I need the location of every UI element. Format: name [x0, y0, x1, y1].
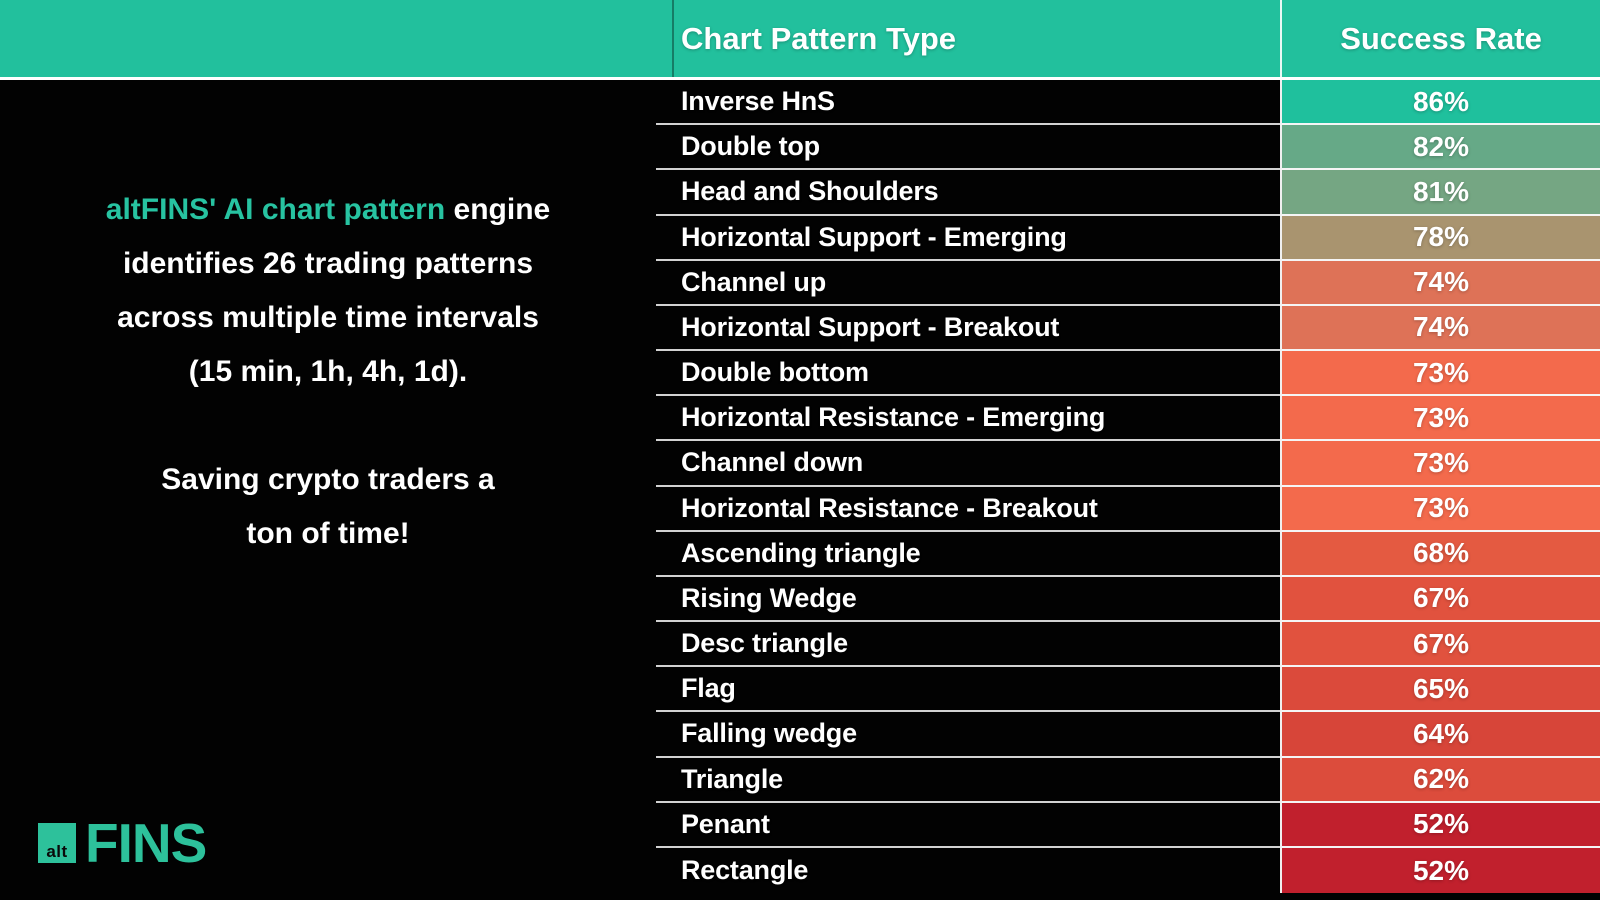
- table-header: Chart Pattern Type Success Rate: [0, 0, 1600, 80]
- intro-accent-text: altFINS' AI chart pattern: [105, 193, 446, 226]
- pattern-name-cell: Horizontal Support - Breakout: [656, 305, 1280, 352]
- intro-line-3: across multiple time intervals: [117, 301, 539, 334]
- success-rate-cell: 86%: [1280, 80, 1600, 126]
- pattern-name-cell: Inverse HnS: [656, 80, 1280, 126]
- pattern-name-cell: Flag: [656, 667, 1280, 713]
- pattern-name-cell: Double top: [656, 125, 1280, 171]
- intro-line-1: altFINS' AI chart pattern engine: [0, 183, 656, 237]
- pattern-name-cell: Rectangle: [656, 847, 1280, 894]
- success-rate-cell: 73%: [1280, 441, 1600, 487]
- table-row: Horizontal Resistance - Emerging 73%: [656, 396, 1600, 442]
- column-header-success-rate: Success Rate: [1340, 20, 1542, 56]
- intro-paragraph: altFINS' AI chart pattern engine identif…: [0, 183, 656, 399]
- pattern-name-cell: Double bottom: [656, 351, 1280, 397]
- intro-panel: altFINS' AI chart pattern engine identif…: [0, 80, 656, 900]
- pattern-name-cell: Rising Wedge: [656, 576, 1280, 623]
- table-row: Double top 82%: [656, 125, 1600, 171]
- pattern-name-cell: Horizontal Resistance - Emerging: [656, 396, 1280, 442]
- tagline-line-2: ton of time!: [246, 517, 410, 550]
- table-row: Double bottom 73%: [656, 351, 1600, 397]
- pattern-table: Inverse HnS 86% Double top 82% Head and …: [656, 80, 1600, 894]
- success-rate-cell: 67%: [1280, 576, 1600, 623]
- pattern-name-cell: Triangle: [656, 757, 1280, 803]
- tagline-line-1: Saving crypto traders a: [161, 463, 495, 496]
- table-row: Rising Wedge 67%: [656, 576, 1600, 623]
- success-rate-cell: 52%: [1280, 847, 1600, 894]
- table-row: Rectangle 52%: [656, 847, 1600, 894]
- table-row: Ascending triangle 68%: [656, 531, 1600, 577]
- pattern-name-cell: Falling wedge: [656, 712, 1280, 758]
- success-rate-cell: 73%: [1280, 486, 1600, 532]
- table-row: Horizontal Support - Emerging 78%: [656, 215, 1600, 261]
- table-row: Head and Shoulders 81%: [656, 170, 1600, 216]
- table-row: Horizontal Support - Breakout 74%: [656, 305, 1600, 352]
- success-rate-cell: 73%: [1280, 351, 1600, 397]
- altfins-logo: alt FINS: [38, 812, 207, 874]
- header-divider-left: [672, 0, 674, 77]
- table-row: Flag 65%: [656, 667, 1600, 713]
- table-row: Channel down 73%: [656, 441, 1600, 487]
- header-divider-columns: [1280, 0, 1282, 77]
- success-rate-cell: 52%: [1280, 802, 1600, 848]
- success-rate-cell: 74%: [1280, 260, 1600, 306]
- table-row: Horizontal Resistance - Breakout 73%: [656, 486, 1600, 532]
- intro-line-4: (15 min, 1h, 4h, 1d).: [188, 355, 468, 388]
- success-rate-cell: 64%: [1280, 712, 1600, 758]
- table-row: Channel up 74%: [656, 260, 1600, 306]
- intro-line-2: identifies 26 trading patterns: [122, 247, 534, 280]
- success-rate-cell: 78%: [1280, 215, 1600, 261]
- pattern-name-cell: Desc triangle: [656, 622, 1280, 668]
- pattern-name-cell: Horizontal Support - Emerging: [656, 215, 1280, 261]
- pattern-name-cell: Head and Shoulders: [656, 170, 1280, 216]
- success-rate-cell: 74%: [1280, 305, 1600, 352]
- table-row: Falling wedge 64%: [656, 712, 1600, 758]
- pattern-name-cell: Ascending triangle: [656, 531, 1280, 577]
- success-rate-cell: 73%: [1280, 396, 1600, 442]
- success-rate-cell: 65%: [1280, 667, 1600, 713]
- success-rate-cell: 67%: [1280, 622, 1600, 668]
- intro-line-1-rest: engine: [445, 193, 551, 226]
- success-rate-cell: 82%: [1280, 125, 1600, 171]
- table-row: Inverse HnS 86%: [656, 80, 1600, 126]
- column-header-pattern-type: Chart Pattern Type: [681, 20, 957, 56]
- success-rate-cell: 62%: [1280, 757, 1600, 803]
- logo-mark: alt: [38, 823, 76, 863]
- table-row: Penant 52%: [656, 802, 1600, 848]
- pattern-name-cell: Horizontal Resistance - Breakout: [656, 486, 1280, 532]
- table-row: Triangle 62%: [656, 757, 1600, 803]
- table-row: Desc triangle 67%: [656, 622, 1600, 668]
- pattern-name-cell: Channel down: [656, 441, 1280, 487]
- success-rate-cell: 81%: [1280, 170, 1600, 216]
- logo-wordmark: FINS: [85, 812, 207, 874]
- pattern-name-cell: Penant: [656, 802, 1280, 848]
- pattern-name-cell: Channel up: [656, 260, 1280, 306]
- success-rate-cell: 68%: [1280, 531, 1600, 577]
- tagline-paragraph: Saving crypto traders a ton of time!: [0, 453, 656, 561]
